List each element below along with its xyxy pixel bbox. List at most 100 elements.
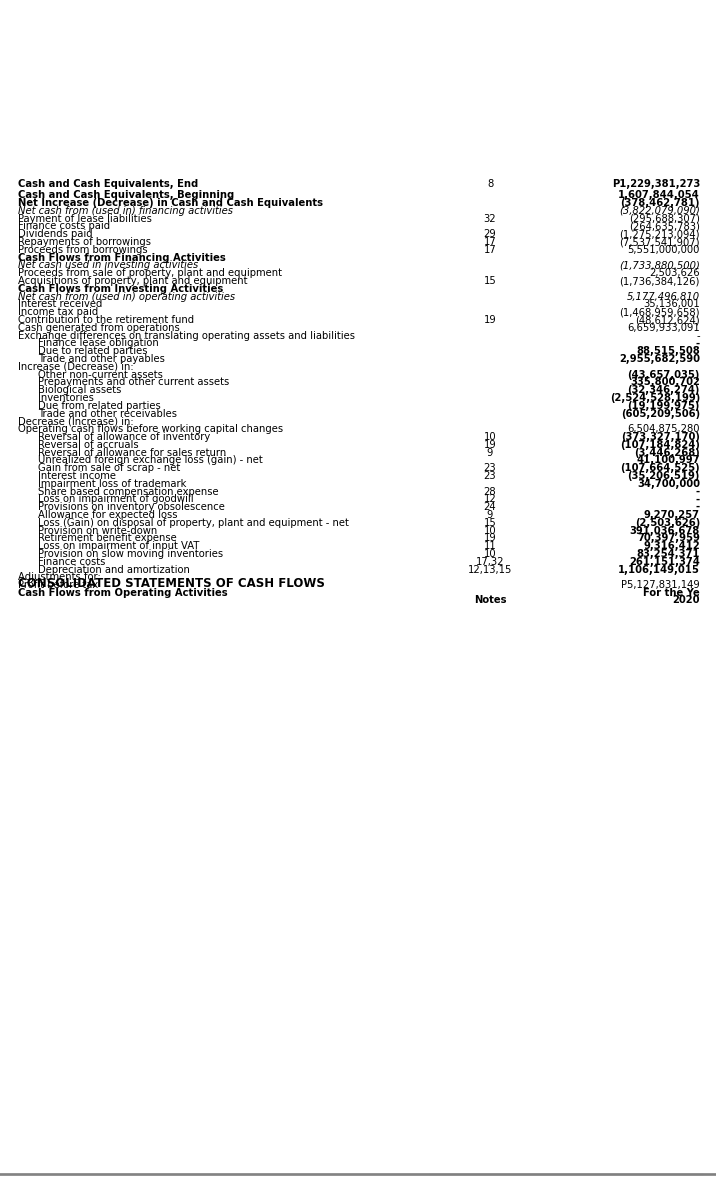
Text: Profit before tax: Profit before tax — [18, 580, 98, 590]
Text: Interest income: Interest income — [38, 470, 116, 481]
Text: 34,700,000: 34,700,000 — [637, 479, 700, 488]
Text: Prepayments and other current assets: Prepayments and other current assets — [38, 378, 229, 388]
Text: (2,503,626): (2,503,626) — [635, 517, 700, 528]
Text: Dividends paid: Dividends paid — [18, 229, 92, 239]
Text: Biological assets: Biological assets — [38, 385, 122, 395]
Text: (295,688,307): (295,688,307) — [629, 214, 700, 223]
Text: Operating cash flows before working capital changes: Operating cash flows before working capi… — [18, 424, 283, 434]
Text: 2,503,626: 2,503,626 — [649, 269, 700, 278]
Text: Trade and other payables: Trade and other payables — [38, 354, 165, 364]
Text: Trade and other receivables: Trade and other receivables — [38, 408, 177, 419]
Text: (373,327,170): (373,327,170) — [621, 432, 700, 442]
Text: 261,151,374: 261,151,374 — [629, 557, 700, 566]
Text: (32,346,274): (32,346,274) — [628, 385, 700, 395]
Text: 23: 23 — [484, 470, 496, 481]
Text: Provisions on inventory obsolescence: Provisions on inventory obsolescence — [38, 502, 225, 512]
Text: 11: 11 — [483, 541, 496, 551]
Text: 10: 10 — [484, 526, 496, 535]
Text: Retirement benefit expense: Retirement benefit expense — [38, 533, 177, 544]
Text: P1,229,381,273: P1,229,381,273 — [611, 179, 700, 190]
Text: (1,275,213,094): (1,275,213,094) — [619, 229, 700, 239]
Text: 15: 15 — [483, 517, 496, 528]
Text: 9,316,412: 9,316,412 — [643, 541, 700, 551]
Text: Due from related parties: Due from related parties — [38, 401, 161, 410]
Text: -: - — [696, 486, 700, 497]
Text: 15: 15 — [483, 276, 496, 286]
Text: Cash generated from operations: Cash generated from operations — [18, 323, 180, 332]
Text: Finance costs: Finance costs — [38, 557, 105, 566]
Text: (605,209,506): (605,209,506) — [621, 408, 700, 419]
Text: (378,462,781): (378,462,781) — [621, 198, 700, 208]
Text: Notes: Notes — [474, 595, 506, 605]
Text: 2,955,682,590: 2,955,682,590 — [619, 354, 700, 364]
Text: 5,177,496,810: 5,177,496,810 — [627, 292, 700, 301]
Text: (3,822,079,090): (3,822,079,090) — [619, 206, 700, 216]
Text: 10: 10 — [484, 548, 496, 559]
Text: Increase (Decrease) in:: Increase (Decrease) in: — [18, 362, 134, 372]
Text: 8: 8 — [487, 179, 493, 190]
Text: 6,659,933,091: 6,659,933,091 — [627, 323, 700, 332]
Text: -: - — [696, 338, 700, 348]
Text: Payment of lease liabilities: Payment of lease liabilities — [18, 214, 152, 223]
Text: Net cash used in investing activities: Net cash used in investing activities — [18, 260, 198, 270]
Text: Gain from sale of scrap - net: Gain from sale of scrap - net — [38, 463, 180, 473]
Text: Finance costs paid: Finance costs paid — [18, 222, 110, 232]
Text: Other non-current assets: Other non-current assets — [38, 370, 163, 379]
Text: 24: 24 — [484, 502, 496, 512]
Text: Cash and Cash Equivalents, Beginning: Cash and Cash Equivalents, Beginning — [18, 191, 234, 200]
Text: 9,270,257: 9,270,257 — [644, 510, 700, 520]
Text: (264,635,783): (264,635,783) — [629, 222, 700, 232]
Text: Proceeds from sale of property, plant and equipment: Proceeds from sale of property, plant an… — [18, 269, 282, 278]
Text: 19: 19 — [483, 533, 496, 544]
Text: Allowance for expected loss: Allowance for expected loss — [38, 510, 178, 520]
Text: Net Increase (Decrease) in Cash and Cash Equivalents: Net Increase (Decrease) in Cash and Cash… — [18, 198, 323, 208]
Text: (35,206,519): (35,206,519) — [628, 470, 700, 481]
Text: (1,733,880,500): (1,733,880,500) — [619, 260, 700, 270]
Text: 19: 19 — [483, 439, 496, 450]
Text: Net cash from (used in) financing activities: Net cash from (used in) financing activi… — [18, 206, 233, 216]
Text: Due to related parties: Due to related parties — [38, 347, 147, 356]
Text: Loss (Gain) on disposal of property, plant and equipment - net: Loss (Gain) on disposal of property, pla… — [38, 517, 349, 528]
Text: Contribution to the retirement fund: Contribution to the retirement fund — [18, 316, 194, 325]
Text: (3,446,268): (3,446,268) — [634, 448, 700, 457]
Text: Finance lease obligation: Finance lease obligation — [38, 338, 159, 348]
Text: 41,100,997: 41,100,997 — [637, 455, 700, 466]
Text: 10: 10 — [484, 432, 496, 442]
Text: Share based compensation expense: Share based compensation expense — [38, 486, 218, 497]
Text: 29: 29 — [483, 229, 496, 239]
Text: Repayments of borrowings: Repayments of borrowings — [18, 238, 151, 247]
Text: Decrease (Increase) in:: Decrease (Increase) in: — [18, 416, 134, 426]
Text: Impairment loss of trademark: Impairment loss of trademark — [38, 479, 186, 488]
Text: Proceeds from borrowings: Proceeds from borrowings — [18, 245, 147, 254]
Text: Loss on impairment of goodwill: Loss on impairment of goodwill — [38, 494, 193, 504]
Text: 83,254,371: 83,254,371 — [637, 548, 700, 559]
Text: (107,184,824): (107,184,824) — [620, 439, 700, 450]
Text: 9: 9 — [487, 448, 493, 457]
Text: 5,551,000,000: 5,551,000,000 — [628, 245, 700, 254]
Text: 2020: 2020 — [672, 595, 700, 605]
Text: Reversal of allowance for sales return: Reversal of allowance for sales return — [38, 448, 226, 457]
Text: (1,468,959,658): (1,468,959,658) — [619, 307, 700, 317]
Text: (1,736,384,126): (1,736,384,126) — [619, 276, 700, 286]
Text: Depreciation and amortization: Depreciation and amortization — [38, 564, 190, 575]
Text: 17: 17 — [483, 245, 496, 254]
Text: Reversal of allowance of inventory: Reversal of allowance of inventory — [38, 432, 211, 442]
Text: CONSOLIDATED STATEMENTS OF CASH FLOWS: CONSOLIDATED STATEMENTS OF CASH FLOWS — [18, 577, 325, 590]
Text: Loss on impairment of input VAT: Loss on impairment of input VAT — [38, 541, 199, 551]
Text: Cash Flows from Operating Activities: Cash Flows from Operating Activities — [18, 588, 228, 598]
Text: 32: 32 — [484, 214, 496, 223]
Text: Provision on slow moving inventories: Provision on slow moving inventories — [38, 548, 223, 559]
Text: (107,664,525): (107,664,525) — [620, 463, 700, 473]
Text: -: - — [697, 331, 700, 341]
Text: 17: 17 — [483, 238, 496, 247]
Text: 9: 9 — [487, 510, 493, 520]
Text: (19,199,975): (19,199,975) — [628, 401, 700, 410]
Text: 19: 19 — [483, 316, 496, 325]
Text: 28: 28 — [484, 486, 496, 497]
Text: 335,800,702: 335,800,702 — [630, 378, 700, 388]
Text: Cash Flows from Financing Activities: Cash Flows from Financing Activities — [18, 253, 226, 263]
Text: Provision on write-down: Provision on write-down — [38, 526, 158, 535]
Text: Acquisitions of property, plant and equipment: Acquisitions of property, plant and equi… — [18, 276, 248, 286]
Text: 23: 23 — [484, 463, 496, 473]
Text: 70,397,959: 70,397,959 — [637, 533, 700, 544]
